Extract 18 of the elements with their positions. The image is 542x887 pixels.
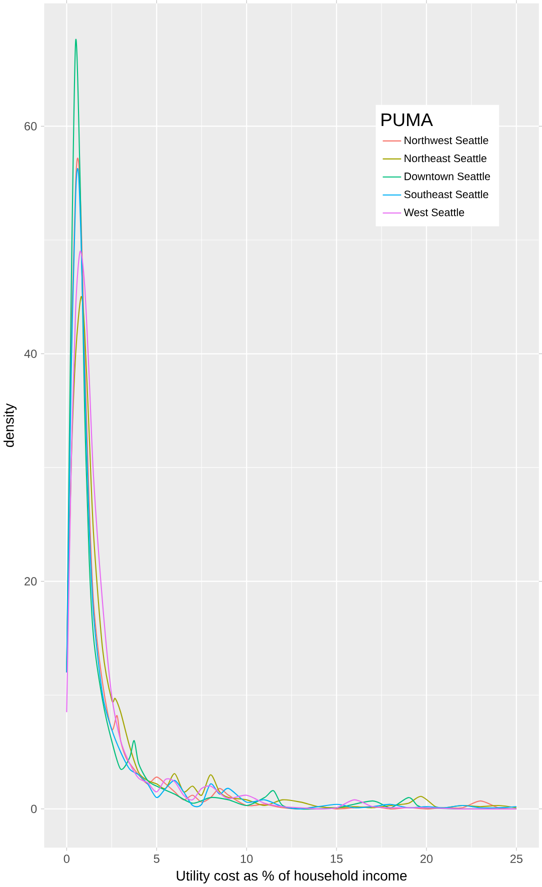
y-tick-label: 0 [30, 804, 37, 814]
x-tick-label: 0 [64, 854, 70, 863]
y-axis-title: density [3, 403, 17, 448]
y-tick-label: 20 [24, 577, 37, 586]
legend-label: Downtown Seattle [404, 172, 490, 180]
y-tick-label: 40 [24, 350, 37, 358]
y-tick-label: 60 [24, 122, 37, 130]
x-tick-label: 25 [510, 854, 522, 863]
x-axis-title: Utility cost as % of household income [176, 870, 407, 884]
x-tick-label: 10 [240, 854, 253, 863]
legend-label: Southeast Seattle [404, 190, 488, 198]
x-tick-label: 15 [330, 854, 342, 863]
legend-label: Northwest Seattle [404, 136, 488, 144]
x-tick-label: 20 [420, 854, 432, 863]
legend-label: Northeast Seattle [404, 154, 486, 162]
legend-label: West Seattle [404, 208, 464, 216]
legend-title: PUMA [382, 113, 433, 126]
x-tick-label: 5 [154, 854, 160, 863]
